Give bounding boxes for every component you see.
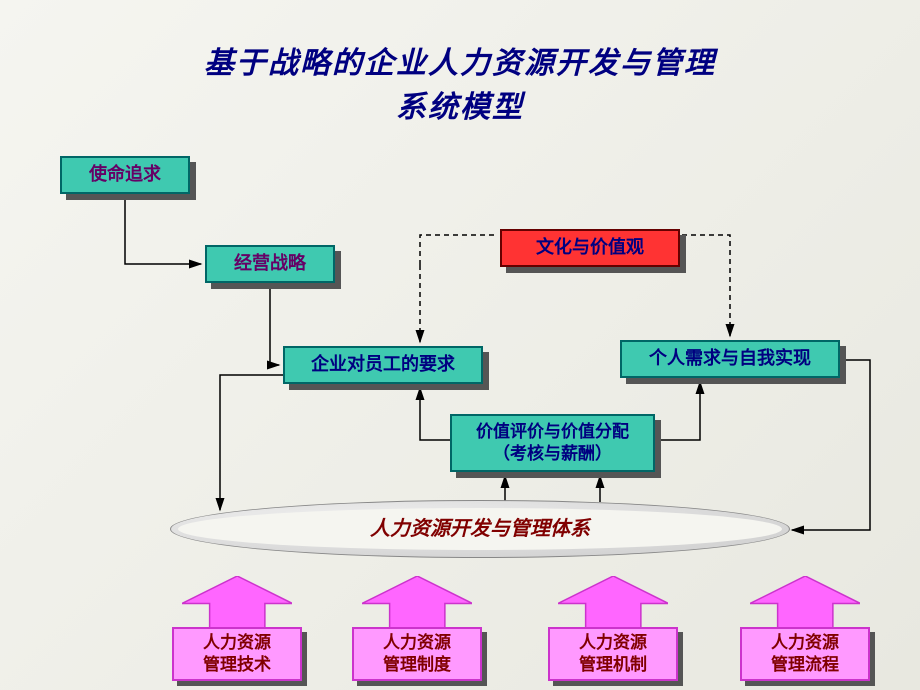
conn-culture-selfneed — [682, 235, 730, 336]
conn-strategy-empreq — [270, 285, 279, 365]
title-line-1: 基于战略的企业人力资源开发与管理 — [0, 38, 920, 82]
title-line-2: 系统模型 — [0, 82, 920, 126]
conn-value-selfneed — [655, 382, 700, 440]
conn-mission-strategy — [125, 196, 201, 264]
bottom-arrow-1 — [362, 576, 473, 631]
conn-selfneed-ellipse — [792, 360, 870, 530]
bottom-box-0: 人力资源 管理技术 — [172, 627, 302, 681]
box-culture: 文化与价值观 — [500, 229, 680, 267]
box-selfneed: 个人需求与自我实现 — [620, 340, 840, 378]
bottom-arrow-2 — [558, 576, 669, 631]
box-value: 价值评价与价值分配 （考核与薪酬） — [450, 414, 655, 472]
ellipse-hr-system: 人力资源开发与管理体系 — [170, 500, 790, 558]
box-strategy: 经营战略 — [205, 245, 335, 283]
conn-culture-empreq — [420, 235, 498, 265]
box-empreq: 企业对员工的要求 — [283, 346, 483, 384]
conn-empreq-ellipse — [220, 375, 283, 510]
bottom-arrow-0 — [182, 576, 293, 631]
bottom-box-1: 人力资源 管理制度 — [352, 627, 482, 681]
bottom-box-3: 人力资源 管理流程 — [740, 627, 870, 681]
bottom-arrow-3 — [750, 576, 861, 631]
conn-value-empreq — [420, 388, 450, 440]
bottom-box-2: 人力资源 管理机制 — [548, 627, 678, 681]
box-mission: 使命追求 — [60, 156, 190, 194]
ellipse-label: 人力资源开发与管理体系 — [170, 500, 790, 558]
